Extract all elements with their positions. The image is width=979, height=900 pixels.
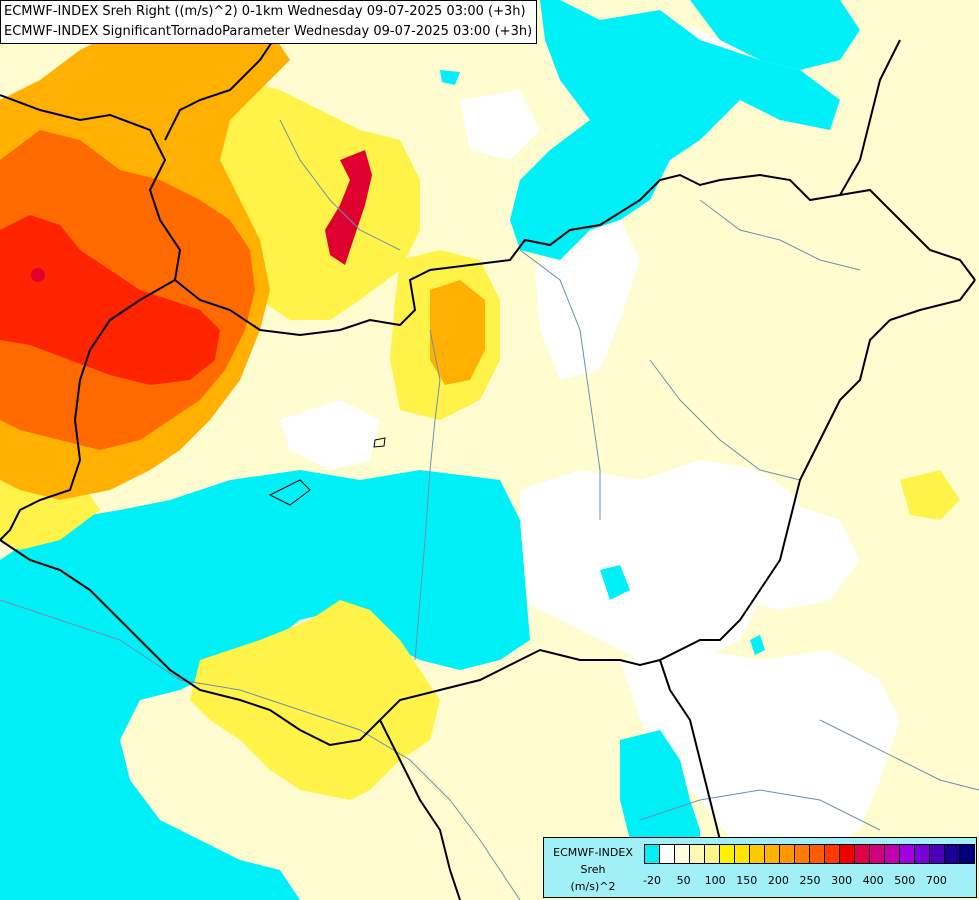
legend-swatch [749, 844, 765, 864]
legend-swatch [869, 844, 885, 864]
legend-swatch [959, 844, 975, 864]
legend-parameter-label: Sreh [580, 863, 606, 876]
legend-swatch [929, 844, 945, 864]
legend-source-label: ECMWF-INDEX [553, 846, 633, 859]
rivers [0, 119, 979, 900]
legend-tick-label: 300 [831, 874, 853, 887]
title-line-stp: ECMWF-INDEX SignificantTornadoParameter … [4, 24, 533, 39]
legend-swatch [884, 844, 900, 864]
map-title-box: ECMWF-INDEX Sreh Right ((m/s)^2) 0-1km W… [0, 0, 538, 44]
legend-swatch [839, 844, 855, 864]
legend-swatch [779, 844, 795, 864]
title-line-sreh: ECMWF-INDEX Sreh Right ((m/s)^2) 0-1km W… [4, 4, 526, 19]
legend-swatch [899, 844, 915, 864]
legend-swatch [674, 844, 690, 864]
legend-swatch [689, 844, 705, 864]
legend-swatch [704, 844, 720, 864]
legend-ticks: -20 50 100 150 200 250 300 400 500 700 [643, 874, 974, 890]
legend-swatch [764, 844, 780, 864]
legend-tick-label: 100 [704, 874, 726, 887]
legend-swatch [734, 844, 750, 864]
lakes [268, 437, 386, 506]
legend-swatch [914, 844, 930, 864]
red-areas [0, 215, 220, 385]
legend-unit-label: (m/s)^2 [570, 880, 616, 893]
color-legend: ECMWF-INDEX Sreh (m/s)^2 -20 50 100 150 200 2… [543, 837, 977, 898]
legend-tick-label: -20 [643, 874, 661, 887]
legend-swatch [944, 844, 960, 864]
legend-tick-label: 200 [767, 874, 789, 887]
legend-swatch [794, 844, 810, 864]
legend-swatch [719, 844, 735, 864]
legend-swatch [854, 844, 870, 864]
legend-swatch [659, 844, 675, 864]
legend-swatch [824, 844, 840, 864]
legend-tick-label: 250 [799, 874, 821, 887]
legend-tick-label: 400 [862, 874, 884, 887]
legend-tick-label: 50 [676, 874, 691, 887]
cyan-areas [0, 0, 860, 900]
legend-tick-label: 700 [925, 874, 947, 887]
legend-swatch [809, 844, 825, 864]
legend-tick-label: 150 [736, 874, 758, 887]
legend-tick-label: 500 [894, 874, 916, 887]
legend-swatch [644, 844, 660, 864]
legend-swatches [644, 844, 975, 864]
crimson-areas [31, 150, 372, 282]
